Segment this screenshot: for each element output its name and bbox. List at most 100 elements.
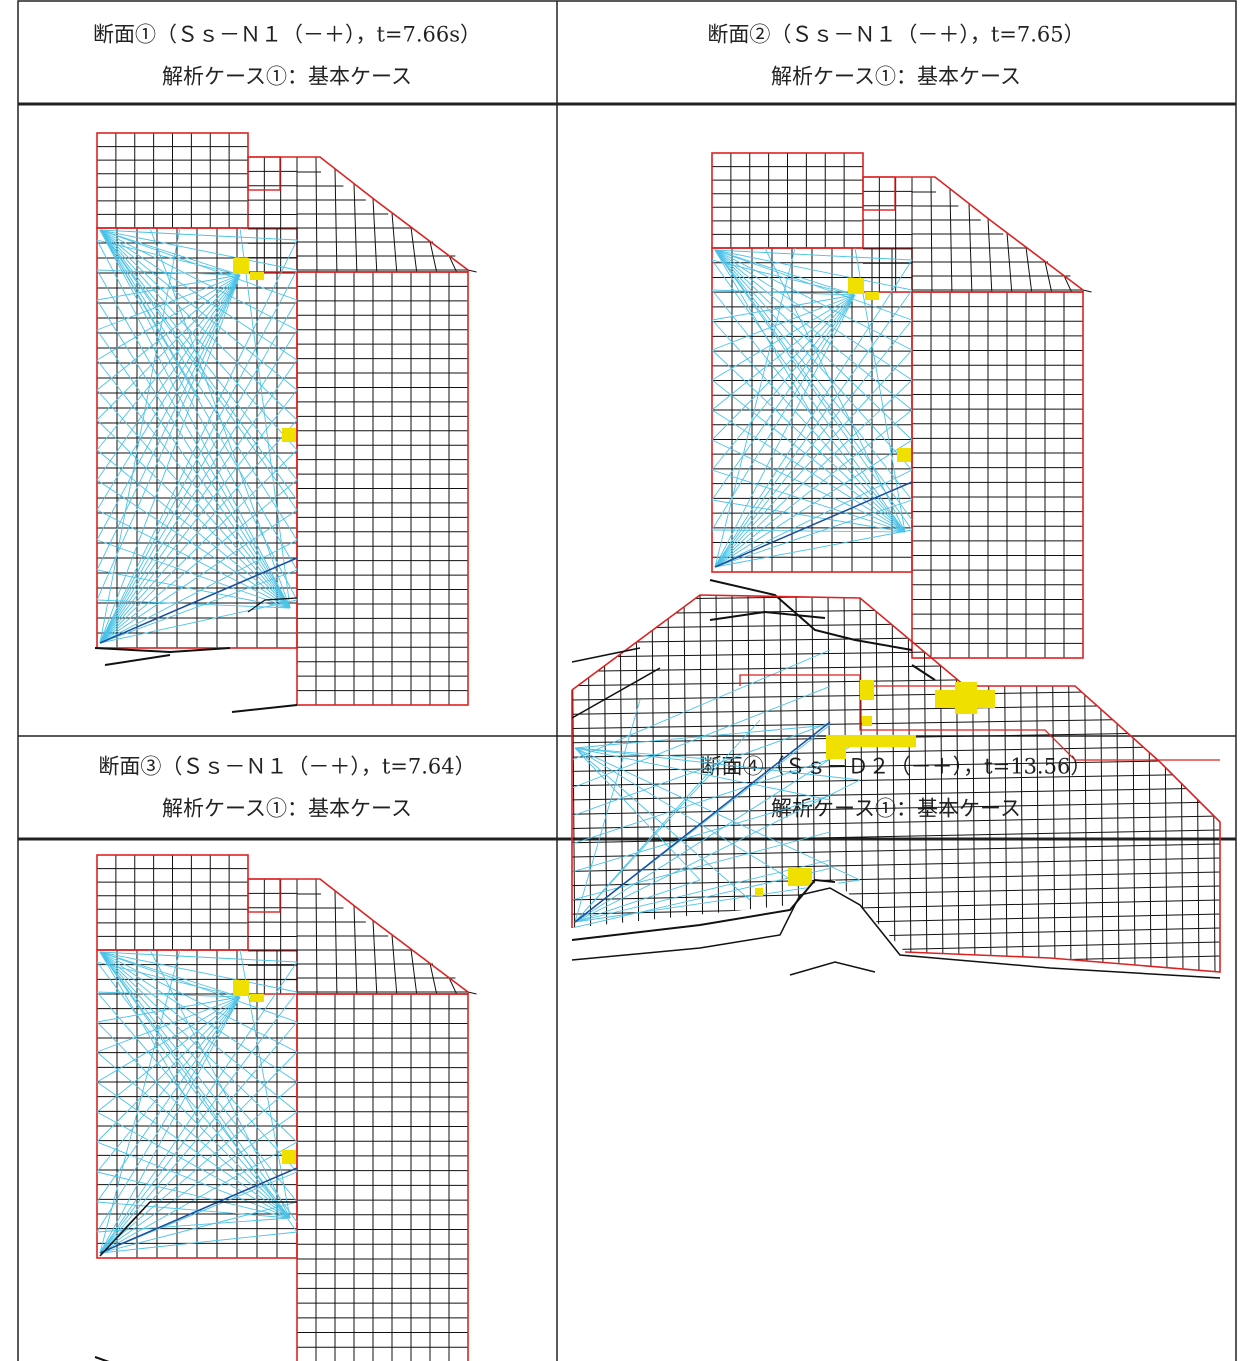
cell-title: 断面①（Ｓｓ－Ｎ１（－＋），t=7.66s） bbox=[93, 23, 481, 47]
anchor-line bbox=[711, 259, 906, 533]
anchor-line bbox=[714, 294, 856, 568]
mesh-line bbox=[955, 595, 960, 972]
anchor-line bbox=[96, 961, 241, 998]
anchor-line bbox=[96, 274, 241, 601]
mesh-line bbox=[572, 605, 1220, 615]
anchor-line bbox=[99, 359, 298, 644]
mesh-line bbox=[891, 595, 896, 972]
anchor-line bbox=[711, 409, 906, 533]
mesh-figure bbox=[94, 132, 477, 713]
anchor-line bbox=[99, 951, 298, 1113]
mesh-line bbox=[971, 595, 976, 972]
zone-outline bbox=[248, 878, 469, 994]
mesh-line bbox=[410, 227, 418, 273]
anchor-line bbox=[714, 249, 913, 261]
anchor-line bbox=[96, 389, 291, 609]
anchor-line bbox=[711, 294, 856, 501]
ground-line bbox=[94, 1356, 110, 1361]
anchor-line bbox=[96, 269, 291, 609]
yield-cell bbox=[755, 888, 763, 896]
ground-line bbox=[99, 1201, 297, 1257]
mesh-line bbox=[334, 168, 338, 273]
anchor-line bbox=[96, 274, 241, 511]
mesh-line bbox=[448, 255, 458, 273]
zone-outline bbox=[739, 674, 1220, 761]
anchor-line bbox=[96, 539, 291, 609]
anchor-line bbox=[572, 685, 831, 789]
anchor-line bbox=[99, 1111, 298, 1254]
yield-cell bbox=[233, 980, 249, 996]
ground-line bbox=[789, 961, 876, 976]
anchor-line bbox=[96, 274, 241, 421]
ground-line bbox=[911, 664, 936, 681]
mesh-line bbox=[715, 595, 720, 972]
yield-cell bbox=[282, 1150, 296, 1164]
anchor-line bbox=[714, 249, 913, 531]
anchor-line bbox=[96, 961, 291, 1219]
anchor-line bbox=[96, 1217, 291, 1233]
anchor-line bbox=[96, 449, 291, 609]
mesh-line bbox=[1195, 595, 1200, 972]
anchor-line bbox=[99, 299, 298, 644]
mesh-line bbox=[429, 963, 438, 995]
cell-case: 解析ケース①：基本ケース bbox=[162, 65, 412, 89]
mesh-line bbox=[683, 595, 688, 972]
mesh-line bbox=[572, 633, 1220, 644]
yield-cell bbox=[250, 994, 264, 1002]
anchor-line bbox=[711, 349, 906, 533]
anchor-line bbox=[99, 951, 298, 1143]
anchor-line bbox=[572, 758, 831, 845]
anchor-line bbox=[149, 227, 291, 609]
anchor-line bbox=[711, 294, 856, 381]
anchor-line bbox=[99, 951, 241, 998]
mesh-line bbox=[635, 595, 640, 972]
yield-cell bbox=[788, 868, 812, 886]
anchor-line bbox=[714, 499, 913, 568]
mesh-line bbox=[372, 198, 378, 273]
ground-line bbox=[571, 887, 1221, 979]
mesh-line bbox=[949, 188, 953, 293]
yield-cell bbox=[860, 680, 874, 700]
mesh-line bbox=[859, 595, 864, 972]
mesh-line bbox=[1163, 595, 1168, 972]
cell-title: 断面②（Ｓｓ－Ｎ１（－＋），t=7.65） bbox=[707, 23, 1084, 47]
mesh-line bbox=[907, 595, 912, 972]
anchor-line bbox=[99, 229, 201, 401]
anchor-line bbox=[96, 419, 291, 609]
mesh-line bbox=[448, 977, 458, 995]
anchor-line bbox=[99, 229, 298, 421]
ground-line bbox=[571, 878, 836, 941]
anchor-line bbox=[714, 247, 796, 568]
mesh-line bbox=[572, 927, 1220, 944]
anchor-line bbox=[96, 274, 241, 451]
anchor-line bbox=[96, 274, 241, 361]
anchor-line bbox=[714, 409, 913, 568]
anchor-line bbox=[96, 299, 291, 609]
anchor-line bbox=[99, 229, 298, 391]
anchor-line bbox=[96, 1201, 291, 1219]
anchor-line bbox=[96, 996, 241, 1203]
anchor-line bbox=[96, 239, 241, 276]
mesh-line bbox=[1019, 595, 1024, 972]
anchor-line bbox=[99, 227, 181, 644]
mesh-line bbox=[1035, 595, 1040, 972]
anchor-line bbox=[99, 539, 298, 644]
anchor-line bbox=[99, 961, 298, 1254]
anchor-line bbox=[711, 259, 856, 296]
yield-cell bbox=[955, 682, 977, 714]
mesh-line bbox=[572, 857, 1220, 872]
anchor-line bbox=[711, 294, 856, 321]
zone-outline bbox=[863, 176, 1084, 292]
anchor-line bbox=[574, 724, 831, 749]
anchor-line bbox=[96, 996, 241, 1113]
anchor-line bbox=[711, 469, 906, 533]
mesh-line bbox=[572, 899, 1220, 915]
mesh-line bbox=[1099, 595, 1104, 972]
anchor-line bbox=[711, 319, 906, 533]
anchor-line bbox=[96, 274, 241, 331]
anchor-line bbox=[714, 529, 913, 568]
mesh-line bbox=[334, 890, 338, 995]
yield-cell bbox=[848, 278, 864, 294]
anchor-line bbox=[99, 1231, 298, 1254]
